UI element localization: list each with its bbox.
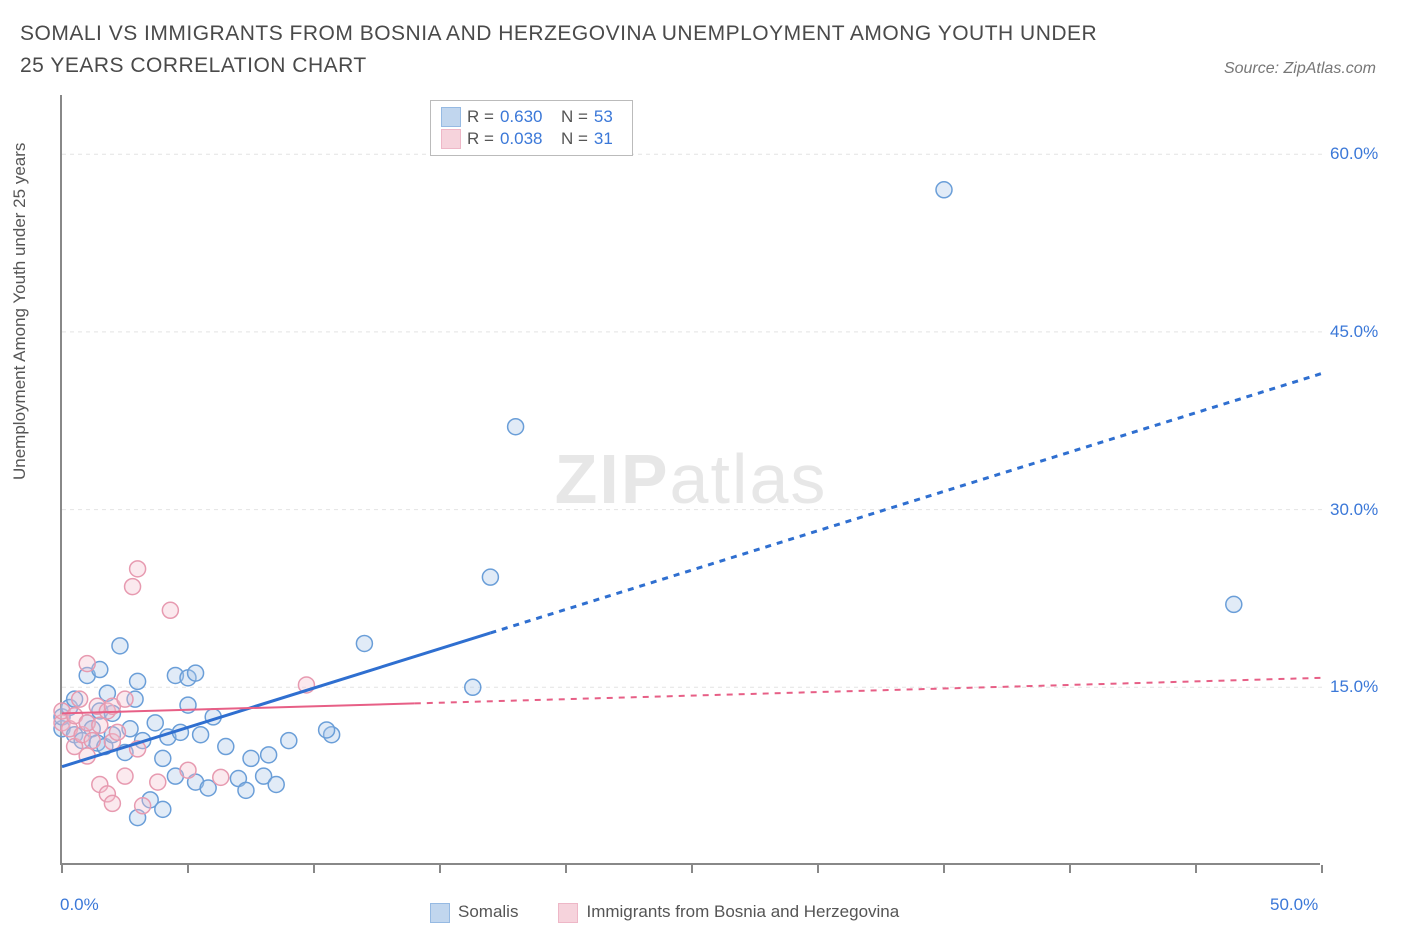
scatter-point (281, 733, 297, 749)
scatter-point (243, 750, 259, 766)
scatter-point (112, 638, 128, 654)
legend-stats: R = 0.630 N = 53 R = 0.038 N = 31 (430, 100, 633, 156)
legend-N-label: N = (561, 129, 588, 149)
y-axis-label: Unemployment Among Youth under 25 years (10, 143, 30, 480)
scatter-point (79, 656, 95, 672)
y-tick-label: 60.0% (1330, 144, 1378, 164)
legend-series-label: Immigrants from Bosnia and Herzegovina (586, 902, 899, 921)
legend-series-label: Somalis (458, 902, 518, 921)
legend-stats-row: R = 0.630 N = 53 (441, 107, 622, 127)
legend-N-value: 53 (594, 107, 622, 127)
scatter-point (109, 724, 125, 740)
scatter-point (117, 768, 133, 784)
scatter-point (213, 769, 229, 785)
legend-R-value: 0.630 (500, 107, 555, 127)
legend-N-value: 31 (594, 129, 622, 149)
legend-series-item: Somalis (430, 902, 518, 923)
legend-swatch (441, 107, 461, 127)
plot-area: ZIPatlas (60, 95, 1320, 865)
scatter-point (936, 182, 952, 198)
scatter-point (1226, 596, 1242, 612)
legend-series: Somalis Immigrants from Bosnia and Herzeg… (430, 902, 899, 923)
scatter-point (188, 665, 204, 681)
scatter-point (261, 747, 277, 763)
regression-line-dashed (490, 373, 1322, 633)
scatter-point (218, 739, 234, 755)
scatter-point (180, 762, 196, 778)
scatter-point (72, 691, 88, 707)
scatter-point (162, 602, 178, 618)
legend-N-label: N = (561, 107, 588, 127)
chart-source: Source: ZipAtlas.com (1224, 60, 1376, 78)
y-tick-label: 30.0% (1330, 500, 1378, 520)
scatter-point (84, 733, 100, 749)
scatter-point (155, 750, 171, 766)
legend-series-item: Immigrants from Bosnia and Herzegovina (558, 902, 899, 923)
x-tick-label: 0.0% (60, 895, 99, 915)
scatter-point (125, 579, 141, 595)
scatter-point (465, 679, 481, 695)
legend-swatch (430, 903, 450, 923)
legend-R-label: R = (467, 107, 494, 127)
scatter-point (319, 722, 335, 738)
scatter-point (130, 561, 146, 577)
scatter-point (155, 801, 171, 817)
scatter-point (92, 717, 108, 733)
legend-R-value: 0.038 (500, 129, 555, 149)
legend-swatch (558, 903, 578, 923)
scatter-point (104, 795, 120, 811)
y-tick-label: 15.0% (1330, 677, 1378, 697)
scatter-point (150, 774, 166, 790)
y-tick-label: 45.0% (1330, 322, 1378, 342)
legend-R-label: R = (467, 129, 494, 149)
legend-stats-row: R = 0.038 N = 31 (441, 129, 622, 149)
scatter-point (193, 727, 209, 743)
scatter-point (117, 691, 133, 707)
plot-svg (62, 95, 1322, 865)
scatter-point (508, 419, 524, 435)
chart-title: SOMALI VS IMMIGRANTS FROM BOSNIA AND HER… (20, 18, 1120, 81)
legend-swatch (441, 129, 461, 149)
scatter-point (268, 776, 284, 792)
scatter-point (130, 673, 146, 689)
scatter-point (482, 569, 498, 585)
scatter-point (356, 635, 372, 651)
regression-line-dashed (415, 678, 1322, 704)
x-tick-label: 50.0% (1270, 895, 1318, 915)
scatter-point (135, 798, 151, 814)
scatter-point (238, 782, 254, 798)
scatter-point (147, 715, 163, 731)
